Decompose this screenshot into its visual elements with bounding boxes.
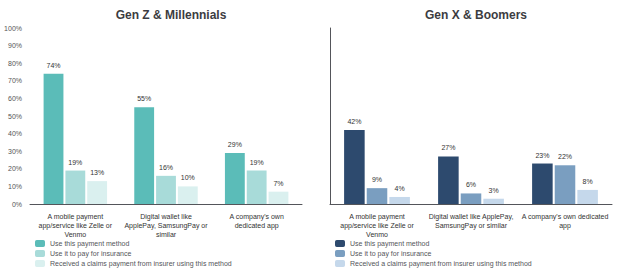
svg-text:Use it to pay for insurance: Use it to pay for insurance <box>50 250 131 258</box>
svg-text:Digital wallet like: Digital wallet like <box>140 213 192 221</box>
svg-text:Received a claims payment from: Received a claims payment from insurer u… <box>50 260 232 268</box>
svg-text:dedicated app: dedicated app <box>235 222 279 230</box>
svg-text:74%: 74% <box>47 62 61 69</box>
svg-text:ApplePay, SamsungPay or: ApplePay, SamsungPay or <box>124 222 208 230</box>
svg-text:3%: 3% <box>489 187 499 194</box>
svg-text:Gen Z & Millennials: Gen Z & Millennials <box>116 8 227 22</box>
svg-text:8%: 8% <box>583 178 593 185</box>
svg-text:Use this payment method: Use this payment method <box>50 240 129 248</box>
svg-text:4%: 4% <box>395 185 405 192</box>
svg-text:7%: 7% <box>273 180 283 187</box>
svg-text:10%: 10% <box>181 174 195 181</box>
svg-text:42%: 42% <box>347 118 361 125</box>
svg-text:A company's own: A company's own <box>230 213 284 221</box>
svg-text:20%: 20% <box>8 165 22 172</box>
svg-text:app: app <box>559 222 571 230</box>
svg-text:100%: 100% <box>4 25 22 32</box>
svg-text:19%: 19% <box>250 159 264 166</box>
svg-text:29%: 29% <box>228 141 242 148</box>
svg-text:Received a claims payment from: Received a claims payment from insurer u… <box>350 260 532 268</box>
svg-text:27%: 27% <box>441 144 455 151</box>
svg-text:similar: similar <box>156 231 177 238</box>
svg-text:6%: 6% <box>466 181 476 188</box>
svg-text:40%: 40% <box>8 130 22 137</box>
svg-text:9%: 9% <box>372 176 382 183</box>
svg-text:Use this payment method: Use this payment method <box>350 240 429 248</box>
svg-text:app/service like Zelle or: app/service like Zelle or <box>39 222 113 230</box>
svg-text:19%: 19% <box>68 159 82 166</box>
svg-text:0%: 0% <box>12 201 22 208</box>
svg-text:22%: 22% <box>558 153 572 160</box>
svg-text:A mobile payment: A mobile payment <box>349 213 405 221</box>
svg-text:Gen X & Boomers: Gen X & Boomers <box>425 8 527 22</box>
svg-text:23%: 23% <box>535 152 549 159</box>
svg-text:70%: 70% <box>8 77 22 84</box>
svg-text:80%: 80% <box>8 60 22 67</box>
svg-text:Venmo: Venmo <box>64 231 86 238</box>
svg-text:app/service like Zelle or: app/service like Zelle or <box>340 222 414 230</box>
svg-text:30%: 30% <box>8 148 22 155</box>
svg-text:SamsungPay or similar: SamsungPay or similar <box>435 222 508 230</box>
svg-text:Use it to pay for insurance: Use it to pay for insurance <box>350 250 431 258</box>
svg-text:10%: 10% <box>8 183 22 190</box>
svg-text:13%: 13% <box>90 169 104 176</box>
svg-text:50%: 50% <box>8 113 22 120</box>
svg-text:16%: 16% <box>159 164 173 171</box>
svg-text:Digital wallet like ApplePay,: Digital wallet like ApplePay, <box>429 213 514 221</box>
svg-text:A mobile payment: A mobile payment <box>48 213 104 221</box>
svg-text:60%: 60% <box>8 95 22 102</box>
svg-text:Venmo: Venmo <box>366 231 388 238</box>
svg-text:90%: 90% <box>8 42 22 49</box>
svg-text:A company's own dedicated: A company's own dedicated <box>522 213 609 221</box>
svg-text:55%: 55% <box>137 95 151 102</box>
